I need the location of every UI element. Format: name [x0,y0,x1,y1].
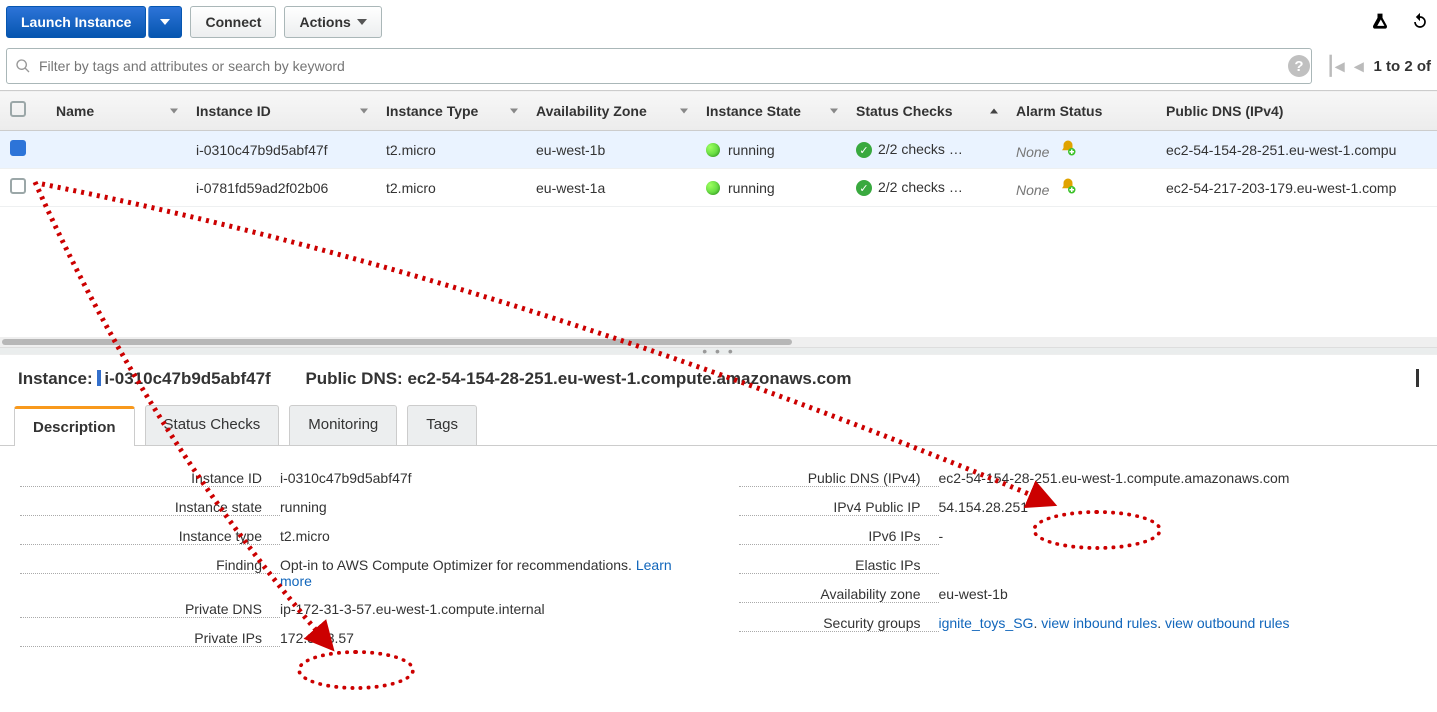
col-status[interactable]: Status Checks [846,91,1006,131]
action-bar: Launch Instance Connect Actions [0,0,1437,48]
detail-tabs: Description Status Checks Monitoring Tag… [0,395,1437,446]
label-private-dns: Private DNS [20,601,280,618]
value-instance-type: t2.micro [280,528,699,544]
add-alarm-icon[interactable] [1059,139,1077,160]
value-private-dns: ip-172-31-3-57.eu-west-1.compute.interna… [280,601,699,617]
search-box[interactable] [6,48,1312,84]
connect-button[interactable]: Connect [190,6,276,38]
col-instance-type[interactable]: Instance Type [376,91,526,131]
col-dns[interactable]: Public DNS (IPv4) [1156,91,1437,131]
tab-tags[interactable]: Tags [407,405,477,445]
flask-icon[interactable] [1369,11,1391,33]
pager: ⎮◂ ◂ 1 to 2 of [1326,56,1431,77]
value-security-groups: ignite_toys_SG. view inbound rules. view… [939,615,1418,631]
caret-down-icon [160,19,170,25]
col-name[interactable]: Name [46,91,186,131]
detail-header: Instance: i-0310c47b9d5abf47f Public DNS… [0,355,1437,395]
cell-instance-id: i-0310c47b9d5abf47f [186,131,376,169]
detail-dns: ec2-54-154-28-251.eu-west-1.compute.amaz… [407,369,851,388]
tab-monitoring[interactable]: Monitoring [289,405,397,445]
label-public-ip: IPv4 Public IP [739,499,939,516]
value-public-ip: 54.154.28.251 [939,499,1418,515]
value-instance-id: i-0310c47b9d5abf47f [280,470,699,486]
label-instance-id: Instance ID [20,470,280,487]
description-left-column: Instance IDi-0310c47b9d5abf47f Instance … [20,464,699,653]
state-running-icon [706,181,720,195]
detail-instance-label: Instance: [18,369,93,388]
checkbox-icon [10,101,26,117]
launch-instance-button[interactable]: Launch Instance [6,6,146,38]
value-ipv6: - [939,528,1418,544]
cell-name [46,169,186,207]
cell-name [46,131,186,169]
value-private-ips: 172.31.3.57 [280,630,699,646]
col-instance-id[interactable]: Instance ID [186,91,376,131]
label-instance-type: Instance type [20,528,280,545]
col-az[interactable]: Availability Zone [526,91,696,131]
col-state[interactable]: Instance State [696,91,846,131]
status-ok-icon: ✓ [856,142,872,158]
cell-instance-type: t2.micro [376,131,526,169]
pager-first-icon[interactable]: ⎮◂ [1326,56,1344,77]
table-row[interactable]: i-0310c47b9d5abf47ft2.microeu-west-1brun… [0,131,1437,169]
view-outbound-rules-link[interactable]: view outbound rules [1165,615,1290,631]
detail-instance-id: i-0310c47b9d5abf47f [104,369,270,388]
security-group-link[interactable]: ignite_toys_SG [939,615,1034,631]
value-public-dns: ec2-54-154-28-251.eu-west-1.compute.amaz… [939,470,1418,486]
label-az: Availability zone [739,586,939,603]
label-finding: Finding [20,557,280,574]
cell-state: running [696,169,846,207]
filter-bar: ? ⎮◂ ◂ 1 to 2 of [0,48,1437,90]
label-instance-state: Instance state [20,499,280,516]
label-elastic-ips: Elastic IPs [739,557,939,574]
pager-prev-icon[interactable]: ◂ [1354,56,1363,77]
detail-dns-label: Public DNS: [305,369,402,388]
pager-text: 1 to 2 of [1373,58,1431,75]
refresh-icon[interactable] [1409,11,1431,33]
actions-label: Actions [299,14,350,30]
description-pane: Instance IDi-0310c47b9d5abf47f Instance … [0,446,1437,671]
view-inbound-rules-link[interactable]: view inbound rules [1041,615,1157,631]
actions-button[interactable]: Actions [284,6,381,38]
cell-instance-type: t2.micro [376,169,526,207]
cell-instance-id: i-0781fd59ad2f02b06 [186,169,376,207]
help-icon[interactable]: ? [1288,55,1310,77]
state-running-icon [706,143,720,157]
row-checkbox[interactable] [10,140,26,156]
label-ipv6: IPv6 IPs [739,528,939,545]
horizontal-scrollbar[interactable] [0,337,1437,347]
detail-resize-icon[interactable] [1416,369,1419,387]
instances-table: Name Instance ID Instance Type Availabil… [0,90,1437,207]
col-alarm[interactable]: Alarm Status [1006,91,1156,131]
cell-status: ✓2/2 checks … [846,169,1006,207]
cell-status: ✓2/2 checks … [846,131,1006,169]
cell-alarm: None [1006,131,1156,169]
cell-az: eu-west-1b [526,131,696,169]
description-right-column: Public DNS (IPv4)ec2-54-154-28-251.eu-we… [739,464,1418,653]
tab-status-checks[interactable]: Status Checks [145,405,280,445]
search-input[interactable] [39,58,1303,74]
launch-instance-dropdown[interactable] [148,6,182,38]
value-instance-state: running [280,499,699,515]
label-private-ips: Private IPs [20,630,280,647]
table-row[interactable]: i-0781fd59ad2f02b06t2.microeu-west-1arun… [0,169,1437,207]
cell-dns: ec2-54-217-203-179.eu-west-1.comp [1156,169,1437,207]
status-ok-icon: ✓ [856,180,872,196]
tab-description[interactable]: Description [14,406,135,446]
cell-az: eu-west-1a [526,169,696,207]
cell-state: running [696,131,846,169]
value-az: eu-west-1b [939,586,1418,602]
col-checkbox[interactable] [0,91,46,131]
table-header-row: Name Instance ID Instance Type Availabil… [0,91,1437,131]
cell-alarm: None [1006,169,1156,207]
caret-down-icon [357,19,367,25]
search-icon [15,58,31,74]
add-alarm-icon[interactable] [1059,177,1077,198]
pane-splitter[interactable]: • • • [0,347,1437,355]
value-finding: Opt-in to AWS Compute Optimizer for reco… [280,557,699,589]
label-public-dns: Public DNS (IPv4) [739,470,939,487]
cell-dns: ec2-54-154-28-251.eu-west-1.compu [1156,131,1437,169]
row-checkbox[interactable] [10,178,26,194]
label-security-groups: Security groups [739,615,939,632]
